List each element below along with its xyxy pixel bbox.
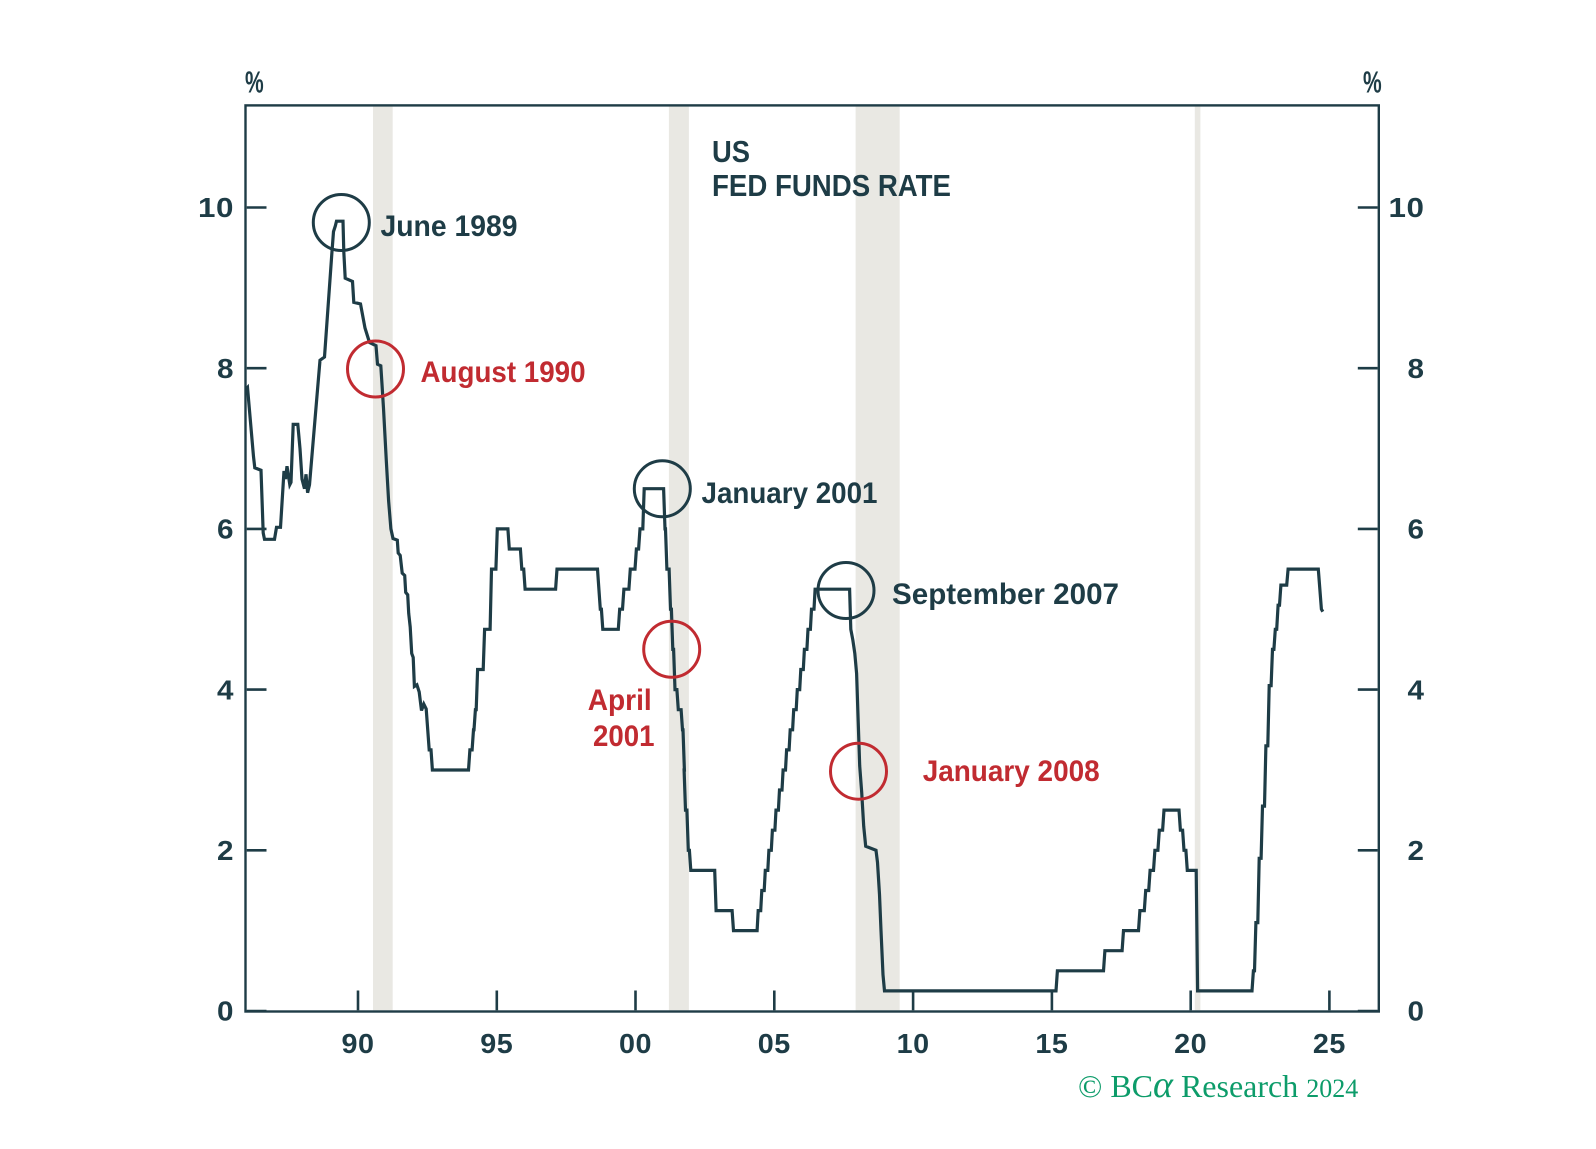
svg-text:2: 2 <box>217 835 234 866</box>
svg-text:0: 0 <box>1408 996 1425 1027</box>
svg-text:6: 6 <box>217 514 234 545</box>
svg-text:10: 10 <box>198 192 234 223</box>
svg-text:FED FUNDS RATE: FED FUNDS RATE <box>712 168 951 203</box>
svg-text:April: April <box>588 684 652 717</box>
svg-text:June 1989: June 1989 <box>381 210 518 243</box>
svg-text:4: 4 <box>1408 674 1425 705</box>
svg-text:%: % <box>245 65 264 100</box>
svg-text:January 2001: January 2001 <box>702 477 878 510</box>
svg-text:6: 6 <box>1408 514 1425 545</box>
svg-text:10: 10 <box>1389 192 1425 223</box>
svg-text:8: 8 <box>1408 353 1425 384</box>
svg-text:10: 10 <box>897 1028 930 1059</box>
svg-text:20: 20 <box>1174 1028 1207 1059</box>
svg-text:%: % <box>1363 65 1382 100</box>
svg-text:8: 8 <box>217 353 234 384</box>
svg-text:US: US <box>712 134 750 169</box>
svg-text:15: 15 <box>1035 1028 1068 1059</box>
svg-text:00: 00 <box>619 1028 652 1059</box>
svg-text:2: 2 <box>1408 835 1425 866</box>
svg-text:25: 25 <box>1313 1028 1346 1059</box>
svg-text:August 1990: August 1990 <box>421 356 586 389</box>
svg-text:2001: 2001 <box>593 720 655 753</box>
svg-text:90: 90 <box>342 1028 375 1059</box>
svg-text:January 2008: January 2008 <box>923 755 1100 788</box>
svg-text:95: 95 <box>480 1028 513 1059</box>
svg-text:05: 05 <box>758 1028 791 1059</box>
svg-text:4: 4 <box>217 674 234 705</box>
svg-text:September 2007: September 2007 <box>892 578 1119 611</box>
svg-text:© BCα Research 2024: © BCα Research 2024 <box>1078 1064 1358 1106</box>
svg-text:0: 0 <box>217 996 234 1027</box>
